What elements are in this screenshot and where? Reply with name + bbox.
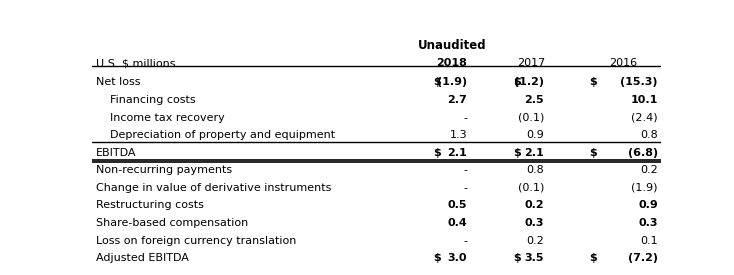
- Text: 2.7: 2.7: [448, 95, 468, 105]
- Text: 1.3: 1.3: [449, 130, 468, 140]
- Text: 0.8: 0.8: [526, 165, 544, 175]
- Text: 0.3: 0.3: [525, 218, 544, 228]
- Text: 2.1: 2.1: [448, 148, 468, 158]
- Text: (6.8): (6.8): [628, 148, 658, 158]
- Text: Share-based compensation: Share-based compensation: [96, 218, 249, 228]
- Text: $: $: [513, 253, 520, 263]
- Text: 0.2: 0.2: [640, 165, 658, 175]
- Text: 0.2: 0.2: [524, 200, 544, 210]
- Text: (1.9): (1.9): [437, 78, 468, 87]
- Text: (0.1): (0.1): [517, 183, 544, 193]
- Text: -: -: [463, 183, 468, 193]
- Text: $: $: [513, 78, 520, 87]
- Text: 0.5: 0.5: [448, 200, 468, 210]
- Text: $: $: [433, 253, 441, 263]
- Text: (2.4): (2.4): [631, 113, 658, 123]
- Text: (0.1): (0.1): [517, 113, 544, 123]
- Text: (15.3): (15.3): [620, 78, 658, 87]
- Text: $: $: [589, 253, 597, 263]
- Text: 0.2: 0.2: [526, 236, 544, 246]
- Text: -: -: [463, 236, 468, 246]
- Text: Financing costs: Financing costs: [96, 95, 196, 105]
- Text: 2016: 2016: [609, 58, 637, 68]
- Text: $: $: [589, 78, 597, 87]
- Text: U.S. $ millions: U.S. $ millions: [96, 58, 176, 68]
- Text: 3.0: 3.0: [448, 253, 468, 263]
- Text: $: $: [433, 78, 441, 87]
- Text: Change in value of derivative instruments: Change in value of derivative instrument…: [96, 183, 332, 193]
- Text: 0.9: 0.9: [638, 200, 658, 210]
- Text: Income tax recovery: Income tax recovery: [96, 113, 225, 123]
- Text: $: $: [589, 148, 597, 158]
- Text: Net loss: Net loss: [96, 78, 141, 87]
- Text: EBITDA: EBITDA: [96, 148, 137, 158]
- Text: Restructuring costs: Restructuring costs: [96, 200, 204, 210]
- Text: 2018: 2018: [437, 58, 468, 68]
- Text: (1.9): (1.9): [631, 183, 658, 193]
- Text: (1.2): (1.2): [514, 78, 544, 87]
- Text: (7.2): (7.2): [628, 253, 658, 263]
- Text: 0.3: 0.3: [639, 218, 658, 228]
- Text: $: $: [433, 148, 441, 158]
- Text: Unaudited: Unaudited: [418, 39, 486, 52]
- Text: 0.8: 0.8: [640, 130, 658, 140]
- Text: Adjusted EBITDA: Adjusted EBITDA: [96, 253, 189, 263]
- Text: -: -: [463, 165, 468, 175]
- Text: Depreciation of property and equipment: Depreciation of property and equipment: [96, 130, 335, 140]
- Text: 0.9: 0.9: [526, 130, 544, 140]
- Text: 2017: 2017: [517, 58, 545, 68]
- Text: 2.1: 2.1: [524, 148, 544, 158]
- Text: Non-recurring payments: Non-recurring payments: [96, 165, 233, 175]
- Text: 2.5: 2.5: [524, 95, 544, 105]
- Text: $: $: [513, 148, 520, 158]
- Text: -: -: [463, 113, 468, 123]
- Text: 0.1: 0.1: [640, 236, 658, 246]
- Text: 10.1: 10.1: [631, 95, 658, 105]
- Text: 3.5: 3.5: [525, 253, 544, 263]
- Text: Loss on foreign currency translation: Loss on foreign currency translation: [96, 236, 297, 246]
- Text: 0.4: 0.4: [448, 218, 468, 228]
